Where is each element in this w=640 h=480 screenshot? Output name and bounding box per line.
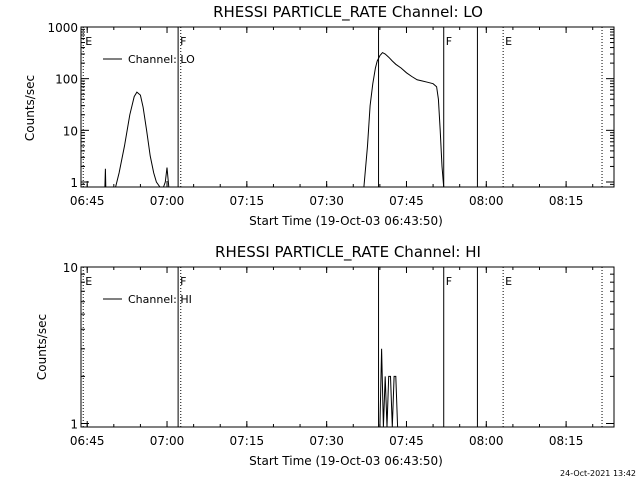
marker-label: E [85,35,92,48]
y-tick-label: 1000 [47,21,78,35]
chart-title: RHESSI PARTICLE_RATE Channel: HI [215,243,481,262]
chart-panel-hi: RHESSI PARTICLE_RATE Channel: HI 06:45 07… [35,243,615,468]
footer-timestamp: 24-Oct-2021 13:42 [560,469,636,478]
marker-label: F [446,35,452,48]
series-line [115,91,161,188]
axes-ticks: 06:45 07:00 07:15 07:30 07:45 08:00 08:15 1 10 [63,261,614,448]
x-tick-label: 06:45 [70,194,105,208]
legend: Channel: HI [103,293,192,306]
axes-ticks: 06:45 07:00 07:15 07:30 07:45 08:00 08:15 1 10 10… [47,21,614,208]
plot-frame [80,26,615,188]
y-tick-label: 1 [70,418,78,432]
y-axis-label: Counts/sec [35,314,49,380]
legend-label: Channel: LO [128,53,195,66]
x-tick-label: 07:30 [309,194,344,208]
marker-label: E [505,35,512,48]
x-tick-label: 07:45 [389,194,424,208]
x-tick-label: 08:00 [469,194,504,208]
x-tick-label: 07:00 [150,434,185,448]
marker-label: F [180,35,186,48]
series-line [379,348,402,428]
x-tick-label: 07:30 [309,434,344,448]
x-tick-label: 07:00 [150,194,185,208]
y-tick-label: 10 [63,124,78,138]
marker-label: E [85,275,92,288]
x-tick-label: 08:00 [469,434,504,448]
series-line [363,51,445,188]
marker-label: F [446,275,452,288]
x-tick-label: 07:15 [230,434,265,448]
series-lines [379,348,402,428]
y-tick-label: 100 [55,73,78,87]
marker-label: E [505,275,512,288]
x-tick-label: 07:45 [389,434,424,448]
chart-panel-lo: RHESSI PARTICLE_RATE Channel: LO 06:45 07… [23,3,615,228]
chart-title: RHESSI PARTICLE_RATE Channel: LO [213,3,483,22]
legend-label: Channel: HI [128,293,192,306]
x-axis-label: Start Time (19-Oct-03 06:43:50) [249,454,443,468]
legend: Channel: LO [103,53,195,66]
series-lines [104,51,445,188]
x-tick-label: 07:15 [230,194,265,208]
x-tick-label: 08:15 [549,434,584,448]
y-tick-label: 1 [70,176,78,190]
y-tick-label: 10 [63,261,78,275]
marker-label: F [180,275,186,288]
x-axis-label: Start Time (19-Oct-03 06:43:50) [249,214,443,228]
x-tick-label: 08:15 [549,194,584,208]
plot-frame [80,266,615,428]
series-line [163,167,170,188]
y-axis-label: Counts/sec [23,75,37,141]
x-tick-label: 06:45 [70,434,105,448]
series-line [104,168,107,188]
